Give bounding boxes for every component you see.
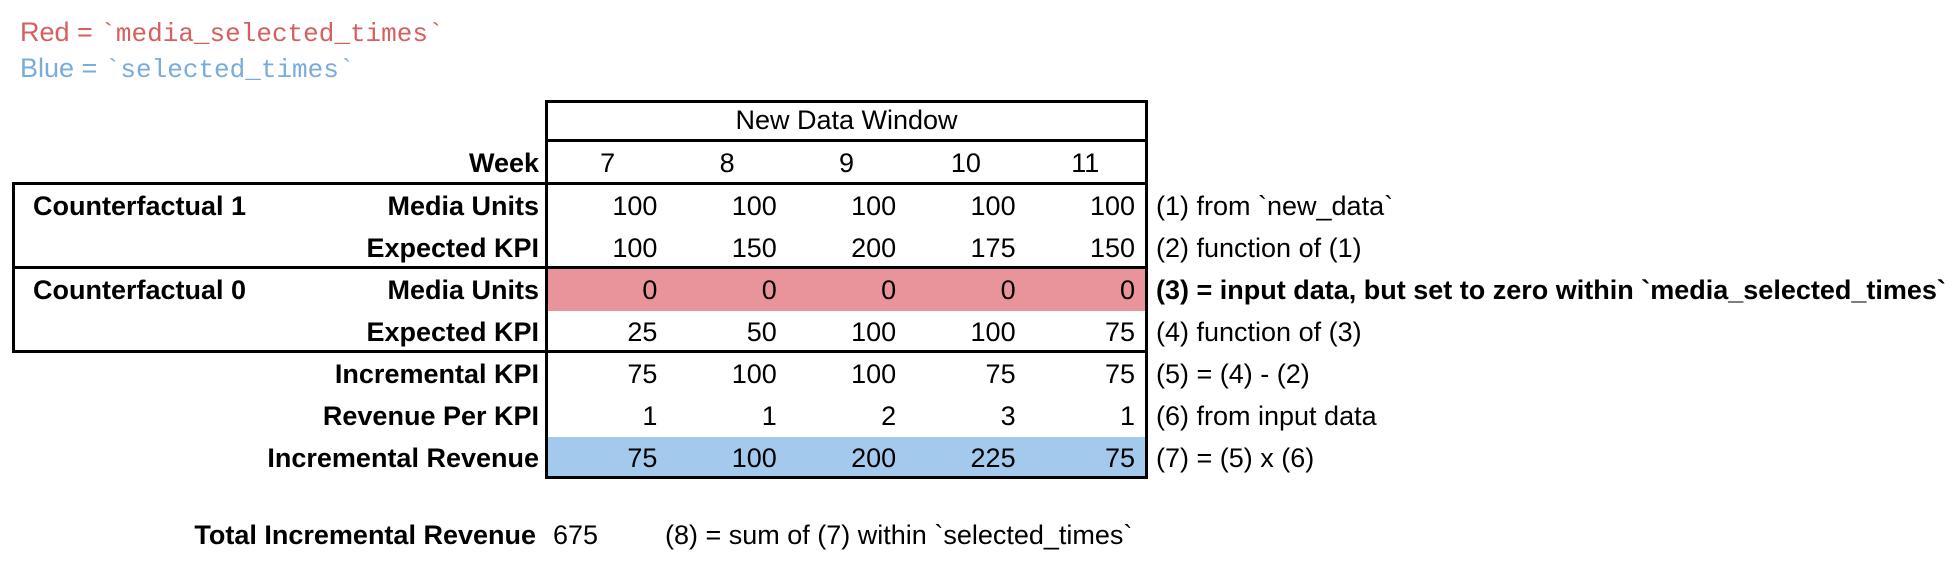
week-value: 11: [1071, 148, 1100, 178]
cell-value: 100: [731, 191, 777, 221]
week-value: 8: [719, 148, 735, 178]
cell-value: 100: [851, 359, 897, 389]
row-label-media-units-cf1: Media Units: [387, 191, 539, 221]
divider-below-window-title: [545, 139, 1148, 142]
legend-blue-code: `selected_times`: [104, 55, 355, 85]
cell-value: 200: [851, 233, 897, 263]
table-row-expected-kpi-cf0: 25 50 100 100 75: [548, 311, 1145, 353]
cell-value: 25: [627, 317, 658, 347]
cell-value: 100: [970, 317, 1016, 347]
cell-value: 75: [985, 359, 1016, 389]
annotation-1: (1) from `new_data`: [1156, 191, 1394, 221]
divider-between-counterfactuals: [12, 266, 1148, 269]
table-row-revenue-per-kpi: 1 1 2 3 1: [548, 395, 1145, 437]
cell-value: 225: [970, 443, 1016, 473]
cell-value: 3: [1000, 401, 1016, 431]
annotation-5: (5) = (4) - (2): [1156, 359, 1310, 389]
cell-value: 2: [881, 401, 897, 431]
week-header-row: 7 8 9 10 11: [548, 142, 1145, 185]
total-incremental-revenue-value: 675: [552, 520, 598, 550]
annotation-6: (6) from input data: [1156, 401, 1377, 431]
table-row-incremental-revenue: 75 100 200 225 75: [548, 437, 1145, 479]
annotation-4: (4) function of (3): [1156, 317, 1362, 347]
cell-value: 175: [970, 233, 1016, 263]
cell-value: 50: [746, 317, 777, 347]
label-box-border-left: [12, 182, 15, 353]
cell-value: 0: [642, 275, 658, 305]
cell-value: 1: [1119, 401, 1135, 431]
selected-times-highlight-band: [548, 437, 1145, 479]
counterfactual-1-label: Counterfactual 1: [33, 191, 247, 221]
table-border-right: [1145, 100, 1148, 479]
cell-value: 100: [1089, 191, 1135, 221]
table-row-expected-kpi-cf1: 100 150 200 175 150: [548, 227, 1145, 269]
divider-below-week-row: [12, 182, 1148, 185]
annotation-2: (2) function of (1): [1156, 233, 1362, 263]
legend-blue-equals: =: [74, 53, 105, 83]
cell-value: 75: [627, 359, 658, 389]
week-value: 7: [600, 148, 616, 178]
cell-value: 100: [731, 443, 777, 473]
cell-value: 1: [761, 401, 777, 431]
week-row-label: Week: [468, 148, 539, 178]
cell-value: 0: [881, 275, 897, 305]
cell-value: 0: [761, 275, 777, 305]
cell-value: 100: [851, 317, 897, 347]
annotation-3: (3) = input data, but set to zero within…: [1156, 275, 1946, 305]
legend-red-equals: =: [69, 17, 101, 47]
table-border-top: [545, 100, 1148, 103]
week-value: 10: [950, 148, 981, 178]
week-value: 9: [838, 148, 854, 178]
table-row-media-units-cf1: 100 100 100 100 100: [548, 185, 1145, 227]
row-label-incremental-kpi: Incremental KPI: [334, 359, 539, 389]
cell-value: 150: [1089, 233, 1135, 263]
cell-value: 75: [1104, 443, 1135, 473]
row-label-revenue-per-kpi: Revenue Per KPI: [322, 401, 539, 431]
cell-value: 200: [851, 443, 897, 473]
table-row-media-units-cf0: 0 0 0 0 0: [548, 269, 1145, 311]
new-data-window-title: New Data Window: [735, 105, 958, 135]
cell-value: 1: [642, 401, 658, 431]
legend-red-line: Red = `media_selected_times`: [20, 14, 444, 52]
cell-value: 75: [1104, 359, 1135, 389]
legend-red-label: Red: [20, 17, 70, 47]
counterfactual-0-label: Counterfactual 0: [33, 275, 247, 305]
row-label-media-units-cf0: Media Units: [387, 275, 539, 305]
cell-value: 100: [731, 359, 777, 389]
legend-blue-line: Blue = `selected_times`: [20, 50, 354, 88]
table-border-bottom: [545, 476, 1148, 479]
table-border-left: [545, 100, 548, 479]
cell-value: 100: [612, 233, 658, 263]
cell-value: 0: [1119, 275, 1135, 305]
legend-red-code: `media_selected_times`: [100, 19, 444, 49]
cell-value: 75: [627, 443, 658, 473]
media-selected-times-highlight-band: [548, 269, 1145, 311]
cell-value: 100: [970, 191, 1016, 221]
table-row-incremental-kpi: 75 100 100 75 75: [548, 353, 1145, 395]
divider-below-counterfactual-0: [12, 350, 1148, 353]
cell-value: 100: [612, 191, 658, 221]
cell-value: 75: [1104, 317, 1135, 347]
row-label-expected-kpi-cf0: Expected KPI: [366, 317, 539, 347]
total-incremental-revenue-label: Total Incremental Revenue: [194, 520, 536, 550]
annotation-7: (7) = (5) x (6): [1156, 443, 1315, 473]
row-label-incremental-revenue: Incremental Revenue: [267, 443, 539, 473]
row-label-expected-kpi-cf1: Expected KPI: [366, 233, 539, 263]
cell-value: 100: [851, 191, 897, 221]
cell-value: 150: [731, 233, 777, 263]
legend-blue-label: Blue: [20, 53, 75, 83]
cell-value: 0: [1000, 275, 1016, 305]
annotation-8: (8) = sum of (7) within `selected_times`: [665, 520, 1133, 550]
